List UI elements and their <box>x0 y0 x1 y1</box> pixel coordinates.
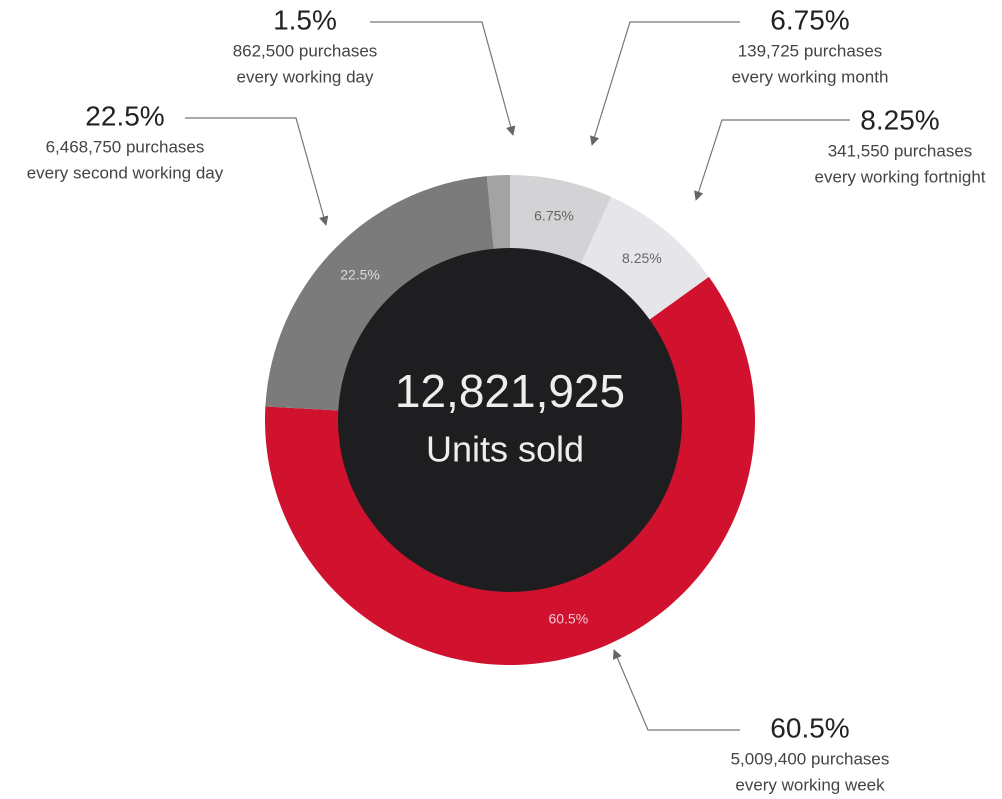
callout-detail: 5,009,400 purchases <box>731 749 890 768</box>
callout-detail: 862,500 purchases <box>233 41 378 60</box>
callout-value: 60.5% <box>770 712 849 743</box>
callout-detail: every working day <box>236 67 374 86</box>
callout-detail: every working week <box>735 775 885 794</box>
callout-arrow <box>185 117 329 226</box>
center-disc <box>338 248 682 592</box>
callout-arrow <box>589 21 740 146</box>
callout-arrow <box>694 119 850 201</box>
slice-label: 22.5% <box>340 267 380 283</box>
callout-value: 6.75% <box>770 4 849 35</box>
callout-value: 22.5% <box>85 100 164 131</box>
callout-detail: 341,550 purchases <box>828 141 973 160</box>
callout-value: 1.5% <box>273 4 337 35</box>
slice-label: 60.5% <box>548 610 588 626</box>
center-value: 12,821,925 <box>395 365 625 417</box>
callout-detail: every working fortnight <box>814 167 985 186</box>
slice-label: 6.75% <box>534 207 574 223</box>
callout-detail: every working month <box>732 67 889 86</box>
callout-detail: 139,725 purchases <box>738 41 883 60</box>
callout-arrow <box>370 21 516 136</box>
callout-arrow <box>612 649 740 731</box>
callout-value: 8.25% <box>860 104 939 135</box>
callout-detail: every second working day <box>27 163 224 182</box>
callout-detail: 6,468,750 purchases <box>46 137 205 156</box>
slice-label: 8.25% <box>622 250 662 266</box>
center-text: Units sold <box>426 429 584 470</box>
